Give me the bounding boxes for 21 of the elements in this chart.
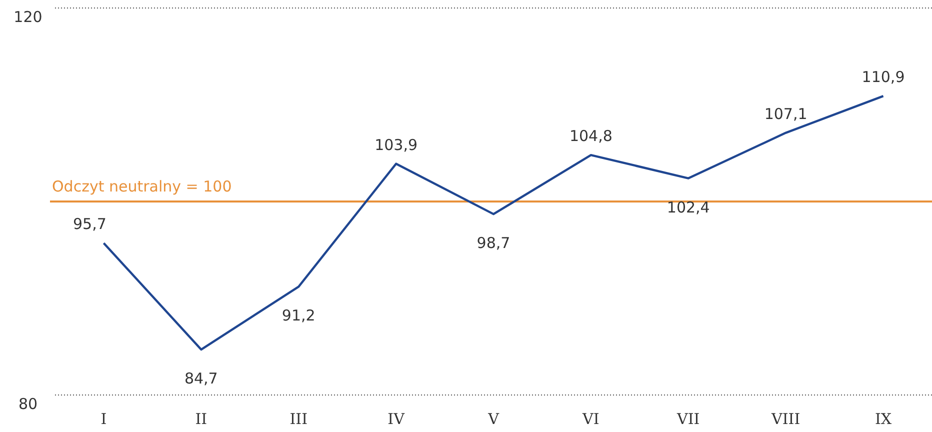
x-tick-label: VII <box>676 410 700 428</box>
x-tick-label: V <box>487 410 500 428</box>
data-label: 110,9 <box>862 68 905 86</box>
x-tick-label: VI <box>582 410 600 428</box>
x-tick-label: VIII <box>770 410 800 428</box>
x-tick-label: IV <box>388 410 406 428</box>
data-label: 95,7 <box>73 215 106 234</box>
y-tick-label: 80 <box>18 395 38 413</box>
data-label: 104,8 <box>569 127 612 146</box>
x-tick-label: I <box>100 410 107 428</box>
y-tick-label: 120 <box>14 8 42 26</box>
data-label: 102,4 <box>666 198 710 216</box>
x-tick-label: IX <box>874 410 892 428</box>
x-tick-label: III <box>290 410 308 428</box>
x-tick-label: II <box>195 410 208 428</box>
ref-line-label: Odczyt neutralny = 100 <box>52 178 232 196</box>
data-label: 107,1 <box>764 104 808 123</box>
data-label: 98,7 <box>476 234 510 252</box>
data-label: 103,9 <box>374 136 418 154</box>
data-label: 84,7 <box>184 370 218 388</box>
data-label: 91,2 <box>282 306 316 325</box>
